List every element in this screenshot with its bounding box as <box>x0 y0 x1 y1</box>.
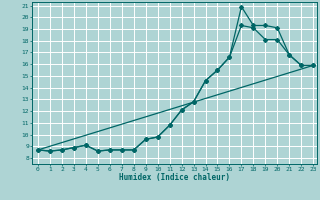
X-axis label: Humidex (Indice chaleur): Humidex (Indice chaleur) <box>119 173 230 182</box>
